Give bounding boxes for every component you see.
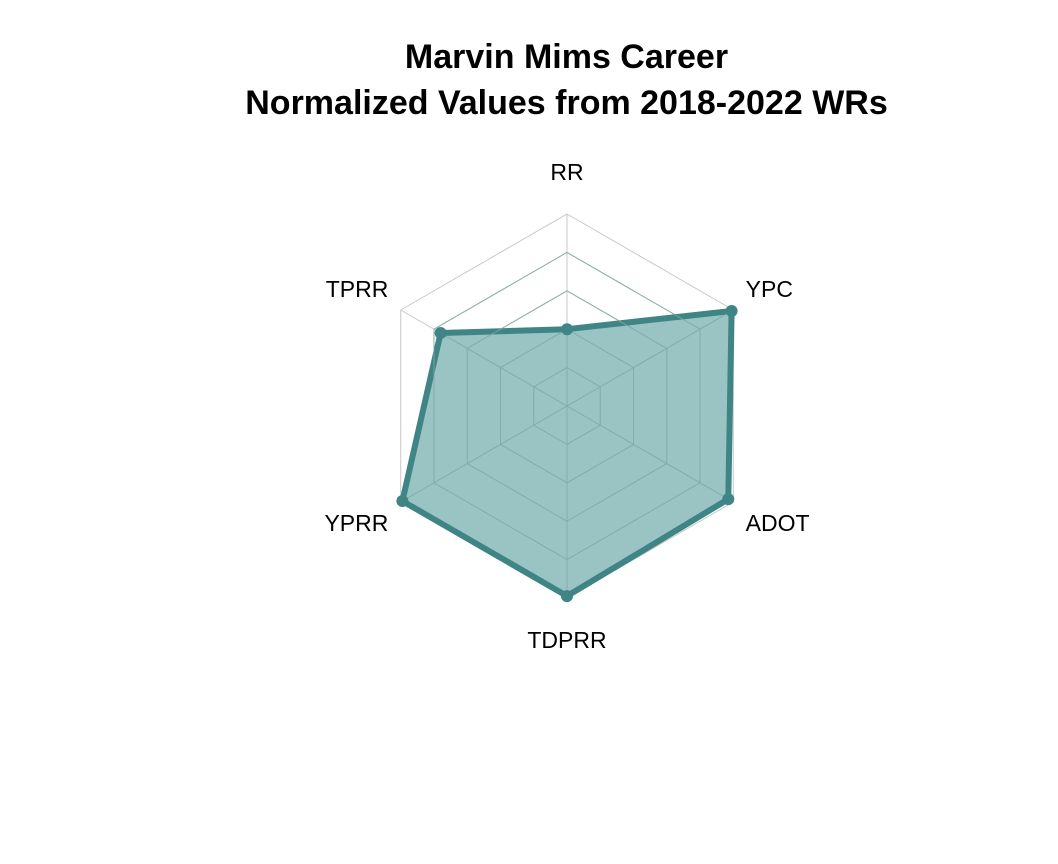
chart-title-line-2: Normalized Values from 2018-2022 WRs: [245, 84, 888, 122]
axis-label-tdprr: TDPRR: [527, 627, 606, 653]
axis-label-tprr: TPRR: [326, 276, 389, 302]
inner-spoke-adot: [566, 405, 729, 500]
inner-spoke-tprr: [440, 332, 568, 407]
data-point-rr: [561, 323, 573, 336]
axis-label-rr: RR: [550, 159, 583, 185]
axis-label-yprr: YPRR: [324, 510, 388, 536]
inner-spoke-ypc: [566, 310, 732, 407]
data-point-yprr: [396, 495, 409, 508]
chart-title-line-1: Marvin Mims Career: [404, 38, 729, 76]
axis-label-adot: ADOT: [746, 510, 810, 536]
data-point-adot: [722, 493, 735, 506]
data-point-layer: [396, 304, 738, 603]
data-point-tdprr: [561, 590, 573, 603]
axis-label-layer: RR YPC ADOT TDPRR YPRR TPRR: [324, 159, 809, 653]
inner-spoke-yprr: [402, 405, 568, 502]
data-point-ypc: [725, 304, 738, 317]
data-point-tprr: [434, 327, 447, 340]
axis-label-ypc: YPC: [746, 276, 793, 302]
